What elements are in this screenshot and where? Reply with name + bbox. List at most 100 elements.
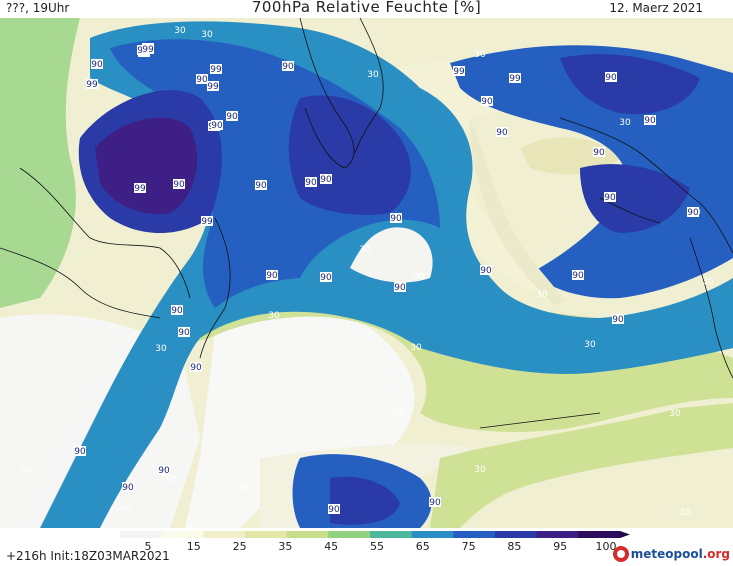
contour-label: 30	[174, 26, 186, 36]
contour-label-text: 30	[619, 118, 631, 128]
legend-tick: 55	[370, 540, 384, 553]
contour-label: 90	[687, 207, 699, 218]
contour-label-text: 30	[164, 475, 176, 485]
contour-label: 99	[134, 183, 146, 194]
contour-label: 90	[266, 270, 278, 281]
contour-label: 30	[410, 343, 422, 353]
contour-label: 30	[119, 506, 131, 516]
contour-label: 99	[453, 66, 465, 77]
contour-label: 90	[190, 362, 202, 373]
contour-label-text: 90	[320, 273, 332, 283]
contour-label-text: 90	[305, 178, 317, 188]
map-title: 700hPa Relative Feuchte [%]	[251, 0, 482, 16]
contour-label: 30	[474, 50, 486, 60]
contour-label-text: 30	[410, 343, 422, 353]
contour-label-layer: 30 30 99 90 99 99 99 90 30 90 30 90 99 90 90 90 90 90 90 30…	[20, 26, 714, 518]
contour-label-text: 90	[612, 315, 624, 325]
contour-label: 30	[393, 406, 405, 416]
contour-label-text: 90	[190, 363, 202, 373]
contour-label: 30	[155, 344, 167, 354]
contour-label-text: 90	[282, 62, 294, 72]
contour-label-text: 30	[474, 465, 486, 475]
contour-label-text: 30	[359, 245, 371, 255]
contour-label: 90	[158, 465, 170, 476]
contour-label-text: 30	[20, 466, 32, 476]
contour-label: 90	[255, 180, 267, 191]
contour-label: 90	[305, 177, 317, 188]
legend-swatch	[203, 531, 246, 538]
contour-label: 90	[320, 174, 332, 185]
legend-swatch	[453, 531, 496, 538]
contour-label-text: 90	[328, 505, 340, 515]
contour-label: 90	[572, 270, 584, 281]
legend-swatch	[536, 531, 579, 538]
contour-label: 30	[669, 409, 681, 419]
contour-label-text: 30	[679, 508, 691, 518]
legend-swatch	[120, 531, 163, 538]
legend-tick: 100	[595, 540, 617, 553]
contour-label: 90	[173, 179, 185, 190]
very-moist-core-south	[330, 476, 400, 525]
contour-label-text: 30	[584, 340, 596, 350]
contour-label: 30	[619, 118, 631, 128]
contour-label: 90	[226, 111, 238, 122]
meteopool-logo-text: meteopool.org	[630, 547, 730, 561]
contour-label-text: 30	[237, 483, 249, 493]
legend-tick: 5	[144, 540, 152, 553]
contour-label: 90	[196, 74, 208, 85]
contour-label-text: 30	[119, 506, 131, 516]
contour-label: 90	[122, 482, 134, 493]
legend-tick: 15	[186, 540, 201, 553]
contour-label-text: 90	[173, 180, 185, 190]
contour-label-text: 90	[429, 498, 441, 508]
contour-label: 90	[211, 120, 223, 131]
legend-tick: 45	[324, 540, 339, 553]
contour-label-text: 90	[390, 214, 402, 224]
contour-label-text: 30	[201, 30, 213, 40]
legend-colorbar	[120, 531, 630, 538]
contour-label: 30	[702, 277, 714, 287]
contour-label: 99	[142, 44, 154, 55]
dry-filament-arc	[470, 118, 565, 306]
contour-label-text: 90	[226, 112, 238, 122]
contour-label-text: 90	[644, 116, 656, 126]
contour-label-text: 30	[155, 344, 167, 354]
contour-label-text: 99	[142, 45, 154, 55]
contour-label-text: 99	[207, 82, 219, 92]
contour-label: 90	[390, 213, 402, 224]
contour-label-text: 90	[496, 128, 508, 138]
humidity-map-canvas: 30 30 99 90 99 99 99 90 30 90 30 90 99 90 90 90 90 90 90 30…	[0, 18, 733, 528]
contour-label-text: 90	[604, 193, 616, 203]
legend-swatch	[245, 531, 288, 538]
contour-label-text: 90	[91, 60, 103, 70]
contour-label-text: 30	[536, 290, 548, 300]
contour-label: 90	[605, 72, 617, 83]
legend-swatch	[411, 531, 454, 538]
contour-label: 90	[496, 127, 508, 138]
contour-label-text: 99	[509, 74, 521, 84]
contour-label-text: 30	[413, 272, 425, 282]
legend-tick: 65	[415, 540, 430, 553]
contour-label: 99	[509, 73, 521, 84]
legend-tick: 85	[507, 540, 522, 553]
dry-filament-center	[350, 227, 433, 283]
legend-overflow-arrow	[620, 531, 630, 538]
contour-label: 30	[413, 272, 425, 282]
meteopool-logo-icon	[612, 546, 629, 562]
moist-band-west	[0, 18, 80, 308]
contour-label: 99	[86, 79, 98, 90]
contour-label: 30	[268, 311, 280, 321]
contour-label-text: 30	[474, 50, 486, 60]
very-moist-region-scandinavia	[580, 164, 690, 233]
contour-label-text: 90	[394, 283, 406, 293]
contour-label: 90	[481, 96, 493, 107]
contour-label-text: 30	[174, 26, 186, 36]
legend-swatch	[370, 531, 413, 538]
contour-label-text: 30	[268, 311, 280, 321]
map-header: ???, 19Uhr 700hPa Relative Feuchte [%] 1…	[0, 0, 733, 18]
contour-label-text: 90	[266, 271, 278, 281]
contour-label: 90	[282, 61, 294, 72]
contour-label-text: 30	[669, 409, 681, 419]
meteopool-logo: meteopool.org	[612, 545, 730, 563]
contour-label: 30	[164, 475, 176, 485]
